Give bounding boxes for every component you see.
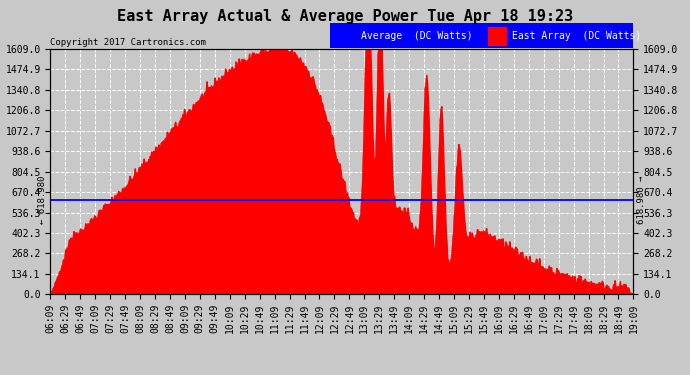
Text: East Array  (DC Watts): East Array (DC Watts) — [512, 31, 642, 40]
Text: Average  (DC Watts): Average (DC Watts) — [361, 31, 472, 40]
Text: Copyright 2017 Cartronics.com: Copyright 2017 Cartronics.com — [50, 38, 206, 47]
Bar — [333, 27, 355, 45]
Bar — [488, 27, 506, 45]
Text: 618.980 →: 618.980 → — [637, 176, 646, 224]
Text: ← 618.980: ← 618.980 — [38, 176, 47, 224]
Text: East Array Actual & Average Power Tue Apr 18 19:23: East Array Actual & Average Power Tue Ap… — [117, 9, 573, 24]
